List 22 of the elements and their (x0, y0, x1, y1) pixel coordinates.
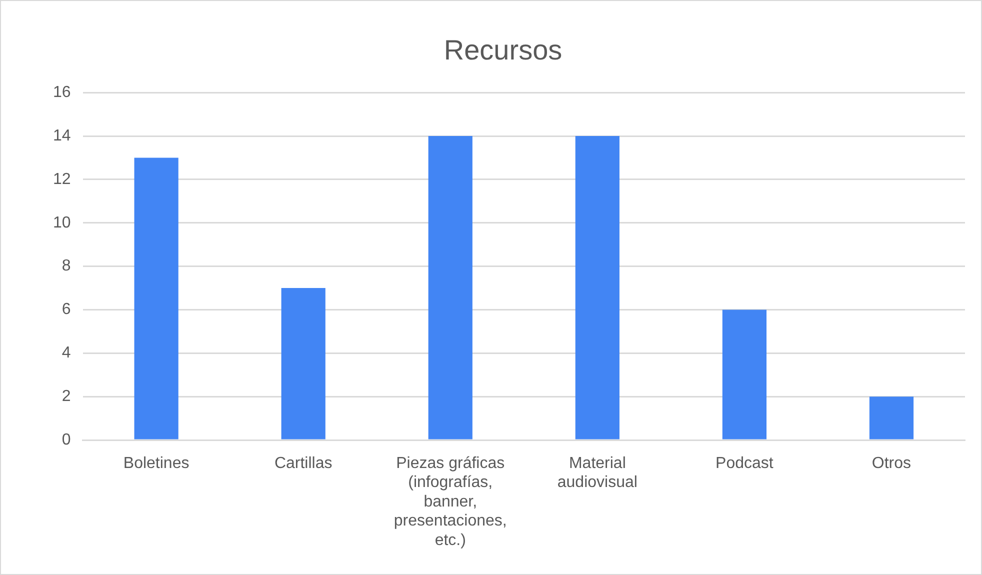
y-tick-label: 10 (53, 214, 71, 232)
chart-title: Recursos (444, 34, 562, 66)
y-tick-label: 0 (62, 431, 71, 448)
x-tick-label: Otros (872, 455, 912, 472)
x-tick-label: Material audiovisual (557, 455, 638, 492)
bar (869, 396, 914, 440)
x-tick-label: Boletines (123, 455, 190, 472)
x-tick-label: Podcast (716, 455, 774, 472)
y-tick-label: 12 (53, 170, 71, 188)
y-tick-label: 6 (62, 301, 71, 318)
x-tick-label: Piezas gráficas (infografías, banner, presentaciones, etc.) (394, 455, 507, 549)
y-tick-label: 4 (62, 344, 71, 362)
y-tick-label: 16 (53, 84, 71, 102)
y-tick-label: 2 (62, 388, 71, 405)
bar (575, 136, 620, 440)
bar (134, 158, 178, 440)
bar (281, 288, 326, 440)
bar (722, 310, 767, 440)
x-tick-label: Cartillas (274, 455, 332, 472)
bar (428, 136, 472, 440)
y-tick-label: 8 (62, 258, 71, 275)
y-tick-label: 14 (53, 127, 71, 144)
